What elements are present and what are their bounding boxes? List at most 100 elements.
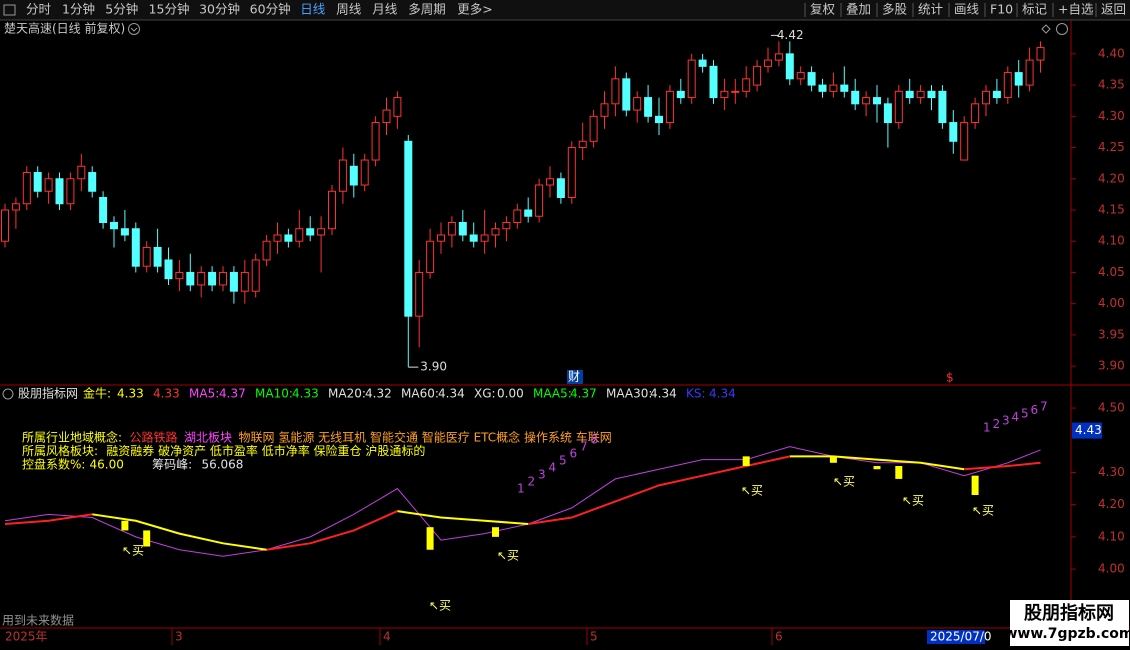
candle-body [426, 240, 435, 273]
count-digit: 8 [591, 433, 599, 447]
toolbar-item[interactable]: 5分钟 [105, 2, 138, 17]
toolbar-item[interactable]: 60分钟 [250, 2, 291, 17]
y-tick-label: 4.10 [1098, 529, 1125, 543]
legend-name: MA20: [328, 387, 366, 401]
toolbar-item[interactable]: 1分钟 [62, 2, 95, 17]
candle-body [458, 221, 467, 236]
toolbar-item[interactable]: 周线 [336, 2, 362, 17]
toolbar-item[interactable]: 多股 [882, 2, 908, 17]
candle-body [862, 97, 871, 105]
candle-body [513, 209, 522, 223]
info-text: 46.00 [90, 458, 124, 472]
panel-menu-icon[interactable] [1056, 23, 1068, 35]
info-text: 56.068 [201, 458, 243, 472]
candle-body [938, 90, 947, 124]
candle-body [120, 228, 129, 236]
toolbar-item[interactable]: 画线 [954, 2, 980, 17]
candle-body [655, 115, 663, 124]
toolbar-item[interactable]: 月线 [372, 2, 398, 17]
stock-title: 楚天高速(日线 前复权) [4, 21, 125, 36]
candle-body [142, 246, 151, 267]
candle-body [437, 234, 445, 242]
count-digit: 4 [1012, 410, 1020, 424]
candle-body [567, 147, 576, 199]
candle-body [1003, 72, 1012, 99]
buy-label: ↖买 [833, 475, 855, 489]
legend-value: 4.34 [650, 387, 677, 401]
toolbar-item[interactable]: F10 [990, 2, 1013, 17]
buy-label: ↖买 [429, 599, 451, 613]
candle-body [502, 221, 511, 230]
candle-body [633, 97, 642, 111]
legend-value: 0.00 [497, 387, 524, 401]
legend-value: 4.37 [570, 387, 597, 401]
title-menu-icon[interactable] [128, 23, 140, 35]
toolbar-item[interactable]: 分时 [26, 2, 52, 17]
signal-bar [742, 456, 750, 467]
count-digit: 7 [1040, 400, 1048, 414]
toolbar-item[interactable]: 统计 [918, 2, 943, 17]
candle-body [404, 140, 413, 317]
time-label: 4 [383, 630, 391, 644]
count-digit: 1 [983, 421, 991, 435]
candle-body [1014, 72, 1023, 86]
candle-body [491, 228, 500, 236]
candle-body [611, 78, 620, 105]
candle-body [796, 72, 805, 80]
candle-body [916, 90, 925, 99]
watermark-title: 股朋指标网 [1023, 602, 1114, 624]
candle-body [578, 140, 587, 149]
finance-marker[interactable]: 财 [568, 370, 580, 384]
dividend-marker[interactable]: $ [946, 371, 954, 385]
legend-name: XG: [474, 387, 496, 401]
candle-body [1036, 47, 1045, 61]
time-label: 2025/07/0 [930, 630, 992, 644]
candle-body [66, 178, 75, 205]
candle-body [709, 65, 718, 99]
count-digit: 5 [559, 454, 567, 468]
toolbar-item[interactable]: 标记 [1022, 2, 1048, 17]
y-tick-label: 4.40 [1098, 46, 1125, 60]
candle-body [447, 221, 456, 236]
candle-body [131, 228, 140, 267]
diamond-icon[interactable] [1041, 24, 1051, 34]
candle-body [622, 78, 631, 111]
candle-body [753, 65, 762, 86]
candle-body [774, 53, 783, 61]
buy-label: ↖买 [902, 494, 924, 508]
count-digit: 3 [538, 468, 546, 482]
candle-body [273, 234, 282, 242]
indicator-menu-icon[interactable] [2, 388, 14, 400]
count-digit: 3 [1002, 414, 1010, 428]
toolbar-item[interactable]: +自选 [1058, 2, 1094, 17]
toolbar-item[interactable]: 30分钟 [199, 2, 240, 17]
toolbar-bg [0, 0, 1130, 20]
legend-value: 4.37 [219, 387, 246, 401]
toolbar-item[interactable]: 复权 [810, 2, 836, 17]
legend-name: MA60: [401, 387, 439, 401]
time-label: 6 [775, 630, 783, 644]
count-digit: 5 [1021, 407, 1029, 421]
legend-name: 金牛: [83, 386, 111, 401]
toolbar-icon[interactable] [3, 4, 16, 16]
legend-name: MAA5: [533, 387, 572, 401]
candle-body [360, 159, 369, 186]
toolbar-item[interactable]: 叠加 [846, 2, 871, 17]
title-menu-arrow [130, 27, 138, 32]
y-tick-label: 4.00 [1098, 296, 1125, 310]
candle-body [175, 271, 184, 280]
candle-body [927, 90, 936, 99]
candle-body [883, 103, 892, 124]
toolbar-item[interactable]: 多周期 [408, 2, 446, 17]
candle-body [88, 172, 97, 192]
toolbar-item[interactable]: 日线 [300, 2, 326, 17]
toolbar-item[interactable]: 更多> [457, 2, 492, 17]
candle-body [262, 240, 271, 261]
candle-body [665, 90, 674, 124]
count-digit: 6 [570, 447, 578, 461]
toolbar-item[interactable]: 返回 [1101, 2, 1126, 17]
toolbar-item[interactable]: 15分钟 [149, 2, 190, 17]
candle-body [469, 234, 478, 242]
info-text: 筹码峰: [152, 458, 192, 472]
signal-bar [895, 466, 903, 479]
